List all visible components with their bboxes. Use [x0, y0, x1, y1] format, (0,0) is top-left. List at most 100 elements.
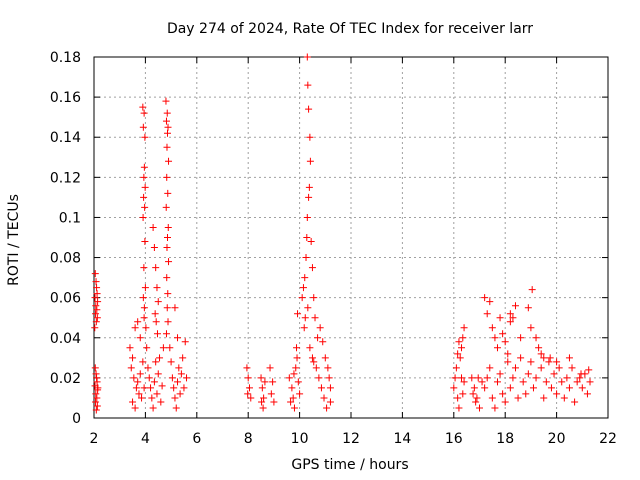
data-point — [293, 354, 301, 362]
data-point — [511, 364, 519, 372]
data-point — [93, 378, 101, 386]
y-tick-labels: 0 0.02 0.04 0.06 0.08 0.1 0.12 0.14 0.16 0.18 — [50, 50, 81, 427]
data-point — [164, 129, 172, 137]
data-point — [94, 384, 102, 392]
data-point — [456, 354, 464, 362]
data-point — [139, 213, 147, 221]
data-point — [550, 370, 558, 378]
data-point — [517, 354, 525, 362]
data-point — [144, 364, 152, 372]
data-point — [134, 378, 142, 386]
x-axis-label: GPS time / hours — [291, 457, 408, 473]
data-point — [91, 270, 99, 278]
data-point — [260, 394, 268, 402]
data-point — [319, 338, 327, 346]
x-tick-label: 2 — [90, 431, 99, 447]
data-point — [162, 97, 170, 105]
data-point — [152, 318, 160, 326]
data-point — [131, 404, 139, 412]
data-point — [162, 203, 170, 211]
data-point — [247, 394, 255, 402]
data-point — [537, 350, 545, 358]
data-point — [298, 294, 306, 302]
data-point — [143, 344, 151, 352]
data-point — [294, 378, 302, 386]
data-point — [321, 354, 329, 362]
data-point — [527, 324, 535, 332]
data-point — [301, 274, 309, 282]
data-point — [501, 338, 509, 346]
data-point — [167, 358, 175, 366]
data-point — [258, 384, 266, 392]
data-point — [468, 374, 476, 382]
x-tick-label: 6 — [192, 431, 201, 447]
data-point — [571, 398, 579, 406]
data-point — [458, 374, 466, 382]
data-point — [481, 294, 489, 302]
data-point — [532, 374, 540, 382]
data-point — [290, 370, 298, 378]
data-point — [303, 53, 311, 61]
data-point — [302, 254, 310, 262]
data-point — [92, 310, 100, 318]
data-point — [558, 378, 566, 386]
data-point — [326, 384, 334, 392]
data-point — [517, 334, 525, 342]
data-point — [163, 274, 171, 282]
y-tick-label: 0.06 — [50, 291, 81, 307]
data-point — [522, 390, 530, 398]
data-point — [483, 374, 491, 382]
data-point — [311, 314, 319, 322]
data-point — [519, 378, 527, 386]
data-point — [141, 238, 149, 246]
data-point — [141, 203, 149, 211]
data-point — [259, 404, 267, 412]
data-point — [450, 384, 458, 392]
y-tick-label: 0.1 — [59, 210, 81, 226]
data-point — [92, 278, 100, 286]
data-point — [325, 374, 333, 382]
data-point — [126, 344, 134, 352]
data-point — [92, 406, 100, 414]
data-point — [157, 398, 165, 406]
data-point — [483, 310, 491, 318]
data-point — [553, 358, 561, 366]
chart-title: Day 274 of 2024, Rate Of TEC Index for r… — [167, 21, 533, 37]
data-point — [565, 384, 573, 392]
data-point — [478, 378, 486, 386]
data-point — [244, 374, 252, 382]
data-point — [93, 402, 101, 410]
data-point — [493, 378, 501, 386]
data-point — [547, 384, 555, 392]
y-tick-label: 0 — [72, 411, 81, 427]
data-point — [509, 374, 517, 382]
data-point — [586, 378, 594, 386]
data-point — [306, 157, 314, 165]
data-point — [93, 374, 101, 382]
data-point — [179, 354, 187, 362]
data-point — [127, 364, 135, 372]
data-point — [136, 370, 144, 378]
data-point — [563, 374, 571, 382]
data-point — [266, 364, 274, 372]
x-tick-label: 14 — [393, 431, 411, 447]
y-tick-label: 0.08 — [50, 251, 81, 267]
data-point — [527, 358, 535, 366]
data-point — [267, 390, 275, 398]
data-point — [304, 304, 312, 312]
data-point — [170, 384, 178, 392]
data-point — [469, 390, 477, 398]
data-point — [289, 394, 297, 402]
y-tick-label: 0.18 — [50, 50, 81, 66]
data-point — [176, 390, 184, 398]
y-tick-label: 0.04 — [50, 331, 81, 347]
data-point — [287, 398, 295, 406]
data-point — [306, 344, 314, 352]
data-point — [136, 334, 144, 342]
data-point — [177, 370, 185, 378]
data-point — [140, 193, 148, 201]
data-point — [308, 264, 316, 272]
data-point — [158, 382, 166, 390]
data-point — [473, 394, 481, 402]
data-point — [159, 344, 167, 352]
